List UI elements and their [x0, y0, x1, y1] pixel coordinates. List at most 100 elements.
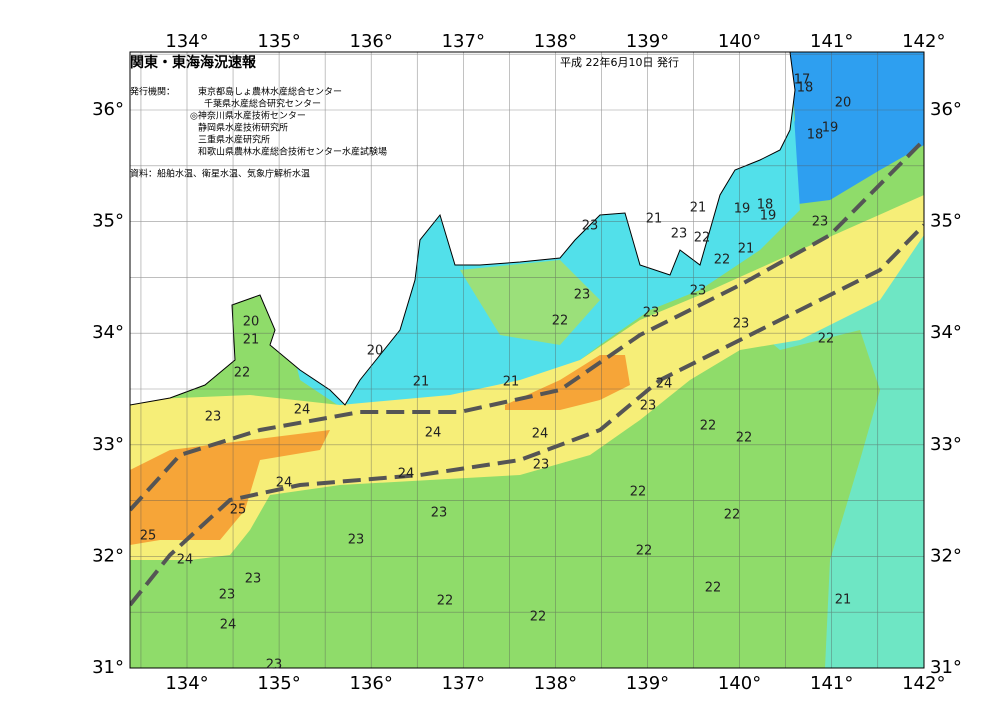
graticule [130, 52, 924, 668]
contour-label: 24 [276, 476, 293, 491]
lat-label: 36° [930, 99, 962, 120]
lon-label: 137° [442, 673, 485, 694]
contour-label: 22 [736, 431, 753, 446]
contour-label: 21 [243, 333, 260, 348]
issue-date: 平成 22年6月10日 発行 [560, 55, 679, 69]
contour-label: 21 [503, 375, 520, 390]
lon-label: 142° [902, 673, 945, 694]
issuer: 三重県水産研究所 [198, 134, 270, 146]
lon-label: 140° [718, 673, 761, 694]
contour-label: 24 [294, 403, 311, 418]
lon-label: 141° [810, 31, 853, 52]
contour-label: 24 [398, 467, 415, 482]
lat-label: 33° [930, 434, 962, 455]
contour-label: 20 [835, 96, 852, 111]
contour-label: 22 [700, 419, 717, 434]
contour-label: 18 [797, 81, 814, 96]
lon-label: 136° [350, 31, 393, 52]
map-frame [129, 51, 925, 669]
lon-label: 141° [810, 673, 853, 694]
contour-label: 21 [646, 212, 663, 227]
contour-label: 22 [714, 253, 731, 268]
lon-label: 134° [165, 673, 208, 694]
lat-label: 31° [92, 657, 124, 678]
contour-label: 23 [266, 658, 283, 673]
lon-label: 135° [257, 31, 300, 52]
contour-label: 24 [177, 553, 194, 568]
contour-label: 21 [835, 593, 852, 608]
lat-label: 31° [930, 657, 962, 678]
contour-label: 21 [413, 375, 430, 390]
contour-label: 23 [690, 284, 707, 299]
lat-label: 35° [92, 211, 124, 232]
contour-label: 25 [230, 503, 247, 518]
map-area [130, 52, 924, 668]
contour-label: 23 [205, 410, 222, 425]
contour-label: 19 [734, 202, 751, 217]
contour-label: 18 [807, 128, 824, 143]
contour-label: 22 [724, 508, 741, 523]
lat-label: 32° [92, 545, 124, 566]
kuroshio-axis [130, 138, 924, 607]
contour-label: 18 [757, 198, 774, 213]
title: 関東・東海海況速報 [130, 54, 257, 71]
contour-label: 25 [140, 529, 157, 544]
sea-yellow [130, 195, 924, 560]
issuer: 和歌山県農林水産総合技術センター水産試験場 [198, 146, 387, 158]
lat-label: 36° [92, 99, 124, 120]
contour-label: 23 [431, 506, 448, 521]
land [130, 52, 796, 406]
contour-label: 22 [694, 231, 711, 246]
lon-label: 139° [626, 673, 669, 694]
contour-label: 24 [532, 427, 549, 442]
contour-label: 21 [690, 201, 707, 216]
contour-label: 24 [425, 426, 442, 441]
contour-label: 23 [640, 399, 657, 414]
lat-label: 34° [92, 322, 124, 343]
contour-label: 23 [533, 458, 550, 473]
issuer: ◎神奈川県水産技術センター [190, 110, 306, 122]
contour-label: 22 [530, 610, 547, 625]
contour-label: 24 [656, 377, 673, 392]
contour-label: 22 [552, 314, 569, 329]
contour-label: 22 [437, 594, 454, 609]
contour-label: 19 [822, 121, 839, 136]
sea-green-patch [460, 260, 600, 345]
current-line [130, 223, 924, 607]
contour-label: 23 [245, 572, 262, 587]
contour-label: 21 [738, 242, 755, 257]
lat-label: 34° [930, 322, 962, 343]
issuer: 東京都島しょ農林水産総合センター [198, 86, 342, 98]
contour-label: 23 [574, 288, 591, 303]
contour-label: 22 [705, 581, 722, 596]
contour-label: 22 [636, 544, 653, 559]
contour-label: 23 [733, 317, 750, 332]
contour-label: 23 [643, 306, 660, 321]
contour-label: 23 [582, 219, 599, 234]
current-line [130, 138, 924, 512]
issuer: 千葉県水産総合研究センター [204, 98, 321, 110]
sea-orange [130, 430, 330, 545]
data-source: 資料：船舶水温、衛星水温、気象庁解析水温 [130, 168, 310, 180]
lon-label: 135° [257, 673, 300, 694]
contour-label: 23 [219, 588, 236, 603]
lon-label: 137° [442, 31, 485, 52]
contour-label: 24 [220, 618, 237, 633]
contour-label: 23 [348, 533, 365, 548]
lat-label: 32° [930, 545, 962, 566]
lat-label: 33° [92, 434, 124, 455]
lat-label: 35° [930, 211, 962, 232]
lon-label: 136° [350, 673, 393, 694]
lon-label: 139° [626, 31, 669, 52]
contour-label: 17 [794, 73, 811, 88]
contour-label: 22 [234, 366, 251, 381]
issuer-label: 発行機関： [130, 86, 175, 98]
sea-blue [780, 52, 924, 205]
contour-label: 23 [671, 227, 688, 242]
lon-label: 138° [534, 31, 577, 52]
contour-label: 20 [367, 344, 384, 359]
lon-label: 140° [718, 31, 761, 52]
contour-label: 22 [818, 332, 835, 347]
contour-label: 19 [760, 209, 777, 224]
